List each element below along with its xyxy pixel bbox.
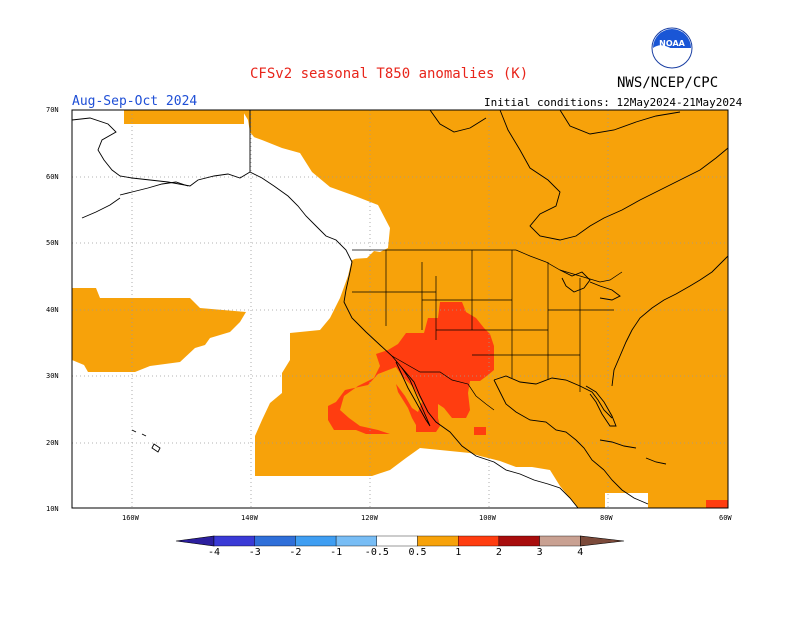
anomaly-strip-north [124,110,244,124]
colorbar-segment [254,535,296,547]
colorbar-arrow-left [175,535,215,547]
colorbar-tick-label: -3 [248,547,261,558]
colorbar-tick-label: -2 [289,547,302,558]
anomaly-region-pacific-lobe [72,288,246,372]
colorbar-segment [498,535,540,547]
lon-label: 80W [600,514,613,522]
colorbar-tick-label: 0.5 [408,547,427,558]
colorbar-segment [458,535,500,547]
svg-text:NOAA: NOAA [659,39,685,48]
lon-label: 160W [122,514,139,522]
colorbar-tick-label: -1 [330,547,343,558]
lat-label: 40N [46,306,59,314]
initial-conditions: Initial conditions: 12May2024-21May2024 [484,96,743,109]
colorbar-tick-label: -4 [208,547,221,558]
lat-label: 50N [46,239,59,247]
lon-label: 100W [479,514,496,522]
noaa-logo-icon: NOAA [651,27,693,69]
lon-label: 120W [361,514,378,522]
lat-label: 60N [46,173,59,181]
political-borders [352,249,623,411]
anomaly-region-orange [242,110,728,508]
colorbar-tick-label: 1 [455,547,462,558]
graticule [72,110,728,508]
map-title: CFSv2 seasonal T850 anomalies (K) [250,66,529,82]
colorbar [175,535,625,547]
lon-label: 60W [719,514,732,522]
lon-label: 140W [241,514,258,522]
coastlines [71,109,729,509]
anomaly-region-red [328,302,494,434]
lat-label: 10N [46,505,59,513]
map-frame [71,109,729,509]
colorbar-segment [376,535,418,547]
agency-label: NWS/NCEP/CPC [617,75,719,91]
lat-label: 70N [46,106,59,114]
colorbar-tick-label: -0.5 [364,547,389,558]
colorbar-tick-label: 4 [577,547,584,558]
anomaly-red-patch-mexico [474,427,486,435]
colorbar-tick-label: 2 [495,547,502,558]
colorbar-segment [295,535,337,547]
colorbar-segment [539,535,581,547]
season-label: Aug-Sep-Oct 2024 [72,94,198,109]
colorbar-tick-label: 3 [536,547,543,558]
anomaly-red-patch-caribbean [706,500,728,508]
colorbar-segment [335,535,378,547]
colorbar-arrow-right [579,535,625,547]
lat-label: 30N [46,372,59,380]
lat-label: 20N [46,439,59,447]
colorbar-segment [213,535,255,547]
colorbar-segment [417,535,459,547]
neutral-wedge-coast [248,135,390,262]
anomaly-fill-layer [72,110,728,508]
